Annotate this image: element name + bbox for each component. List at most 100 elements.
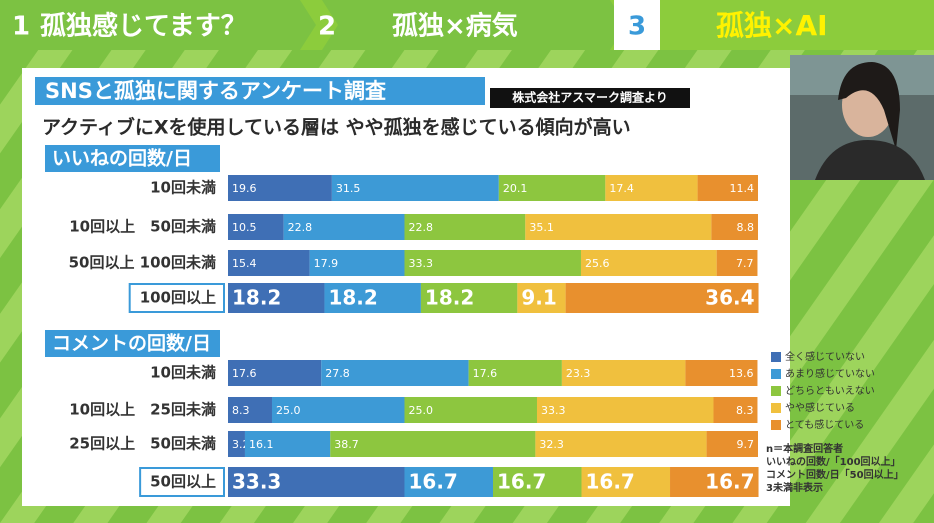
- category-label: 100回以上: [140, 289, 216, 307]
- bar-segment: [468, 360, 562, 386]
- value-label: 35.1: [529, 221, 554, 234]
- bar-segment: [330, 431, 536, 457]
- bar-segment: [716, 250, 758, 276]
- bar-segment: [685, 360, 758, 386]
- note: 3未満非表示: [766, 481, 823, 494]
- value-label: 32.3: [539, 438, 564, 451]
- legend-label: あまり感じていない: [785, 367, 875, 380]
- category-label: 10回未満: [150, 179, 216, 197]
- legend-swatch: [771, 403, 781, 413]
- subtitle: アクティブにXを使用している層は やや孤独を感じている傾向が高い: [42, 116, 631, 139]
- value-label: 25.6: [585, 257, 610, 270]
- legend-swatch: [771, 386, 781, 396]
- bar-segment: [228, 431, 245, 457]
- bar-segment: [283, 214, 405, 240]
- bar-segment: [561, 360, 686, 386]
- bar-segment: [581, 467, 671, 497]
- bar-segment: [517, 283, 566, 313]
- section-header-box: [45, 330, 220, 357]
- title: SNSと孤独に関するアンケート調査: [45, 79, 386, 103]
- bar-segment: [713, 397, 758, 423]
- value-label: 25.0: [408, 404, 433, 417]
- legend-swatch: [771, 420, 781, 430]
- category-label: 50回以上: [150, 473, 216, 491]
- value-label: 23.3: [566, 367, 591, 380]
- person-hair: [838, 62, 900, 150]
- value-label: 16.7: [408, 470, 457, 494]
- bar-segment: [228, 214, 284, 240]
- bar-segment: [309, 250, 405, 276]
- source-box: [490, 88, 690, 108]
- legend-label: 全く感じていない: [785, 350, 865, 363]
- bar-segment: [404, 467, 493, 497]
- legend-label: やや感じている: [785, 401, 855, 414]
- bar-segment: [565, 283, 759, 313]
- value-label: 7.7: [736, 257, 754, 270]
- bar-segment: [498, 175, 606, 201]
- value-label: 18.2: [425, 286, 474, 310]
- value-label: 18.2: [232, 286, 281, 310]
- value-label: 17.6: [232, 367, 257, 380]
- value-label: 16.7: [586, 470, 635, 494]
- bar-segment: [324, 283, 421, 313]
- legend-label: どちらともいえない: [785, 385, 875, 397]
- title-box: [35, 77, 485, 105]
- bar-segment: [244, 431, 331, 457]
- value-label: 11.4: [730, 182, 755, 195]
- value-label: 8.3: [232, 404, 250, 417]
- value-label: 25.0: [276, 404, 301, 417]
- note: いいねの回数/「100回以上」: [766, 455, 901, 468]
- value-label: 18.2: [328, 286, 377, 310]
- section-header: コメントの回数/日: [52, 332, 211, 355]
- category-label: 25回以上 50回未満: [69, 435, 216, 453]
- legend-swatch: [771, 352, 781, 362]
- bar-segment: [525, 214, 712, 240]
- bar-segment: [228, 283, 325, 313]
- bar-segment: [697, 175, 758, 201]
- tab-number: 2: [318, 12, 336, 42]
- legend-label: とても感じている: [785, 418, 864, 431]
- value-label: 16.1: [249, 438, 274, 451]
- value-label: 9.1: [521, 286, 556, 310]
- value-label: 17.6: [473, 367, 498, 380]
- value-label: 8.8: [737, 221, 755, 234]
- value-label: 16.7: [705, 470, 754, 494]
- bar-segment: [420, 283, 518, 313]
- category-label: 50回以上 100回未満: [69, 254, 216, 272]
- value-label: 33.3: [232, 470, 281, 494]
- value-label: 38.7: [334, 438, 359, 451]
- bar-segment: [321, 360, 469, 386]
- value-label: 9.7: [737, 438, 755, 451]
- bar-segment: [580, 250, 717, 276]
- bar-segment: [536, 397, 714, 423]
- category-label: 10回以上 50回未満: [69, 218, 216, 236]
- value-label: 33.3: [541, 404, 566, 417]
- value-label: 15.4: [232, 257, 257, 270]
- tab-label: 孤独感じてます？: [40, 11, 247, 42]
- tab-number-box: [614, 0, 660, 50]
- value-label: 33.3: [408, 257, 433, 270]
- bar-segment: [331, 175, 499, 201]
- value-label: 13.6: [729, 367, 754, 380]
- bar-segment: [404, 214, 526, 240]
- value-label: 19.6: [232, 182, 257, 195]
- section-header: いいねの回数/日: [52, 147, 192, 170]
- bar-segment: [228, 360, 322, 386]
- section-header-box: [45, 145, 220, 172]
- value-label: 36.4: [705, 286, 754, 310]
- tab-label: 孤独×AI: [716, 9, 828, 42]
- legend: 全く感じていないあまり感じていないどちらともいえないやや感じているとても感じてい…: [771, 350, 875, 431]
- category-label: 10回以上 25回未満: [69, 401, 216, 419]
- tab-number: 1: [12, 12, 30, 42]
- category-label: 10回未満: [150, 364, 216, 382]
- value-label: 31.5: [336, 182, 361, 195]
- bar-segment: [404, 250, 581, 276]
- value-label: 27.8: [325, 367, 350, 380]
- bar-segment: [670, 467, 759, 497]
- bar-segment: [228, 397, 272, 423]
- value-label: 8.3: [736, 404, 754, 417]
- tab: [0, 0, 316, 50]
- value-label: 20.1: [503, 182, 527, 195]
- value-label: 22.8: [408, 221, 433, 234]
